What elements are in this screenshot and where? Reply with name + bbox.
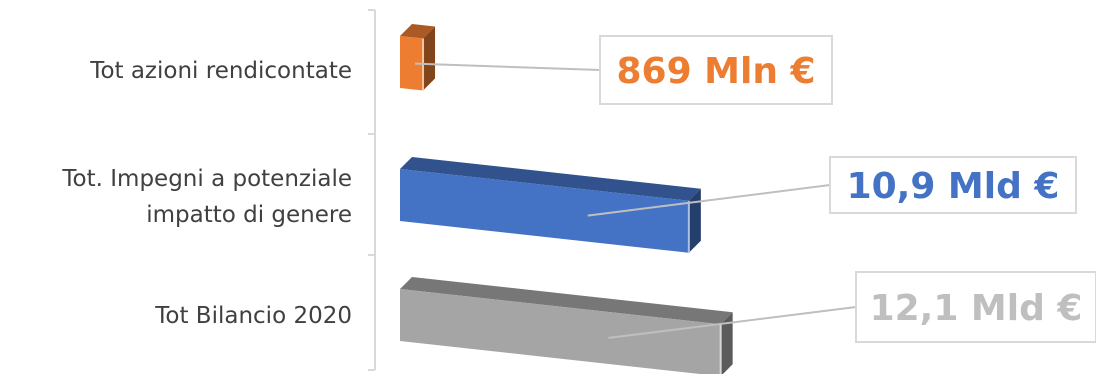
bar — [400, 157, 701, 253]
category-labels: Tot azioni rendicontate Tot. Impegni a po… — [61, 58, 352, 329]
data-labels: 869 Mln € 10,9 Mld € 12,1 Mld € — [414, 35, 1096, 343]
data-label-text: 12,1 Mld € — [870, 288, 1083, 329]
category-axis — [368, 9, 376, 371]
leader-line — [587, 184, 831, 217]
leader-line — [414, 62, 601, 71]
data-label: 869 Mln € — [599, 35, 833, 105]
data-label-text: 869 Mln € — [616, 51, 815, 92]
data-label: 12,1 Mld € — [855, 271, 1096, 343]
category-label: Tot. Impegni a potenziale — [61, 166, 352, 192]
leader-line — [608, 306, 857, 339]
data-label-text: 10,9 Mld € — [847, 166, 1060, 207]
bar — [400, 24, 436, 91]
category-label: Tot azioni rendicontate — [89, 58, 352, 84]
bar — [400, 277, 733, 374]
category-label: impatto di genere — [146, 202, 352, 228]
data-label: 10,9 Mld € — [829, 156, 1077, 214]
bars — [400, 24, 733, 374]
category-label: Tot Bilancio 2020 — [154, 303, 352, 329]
